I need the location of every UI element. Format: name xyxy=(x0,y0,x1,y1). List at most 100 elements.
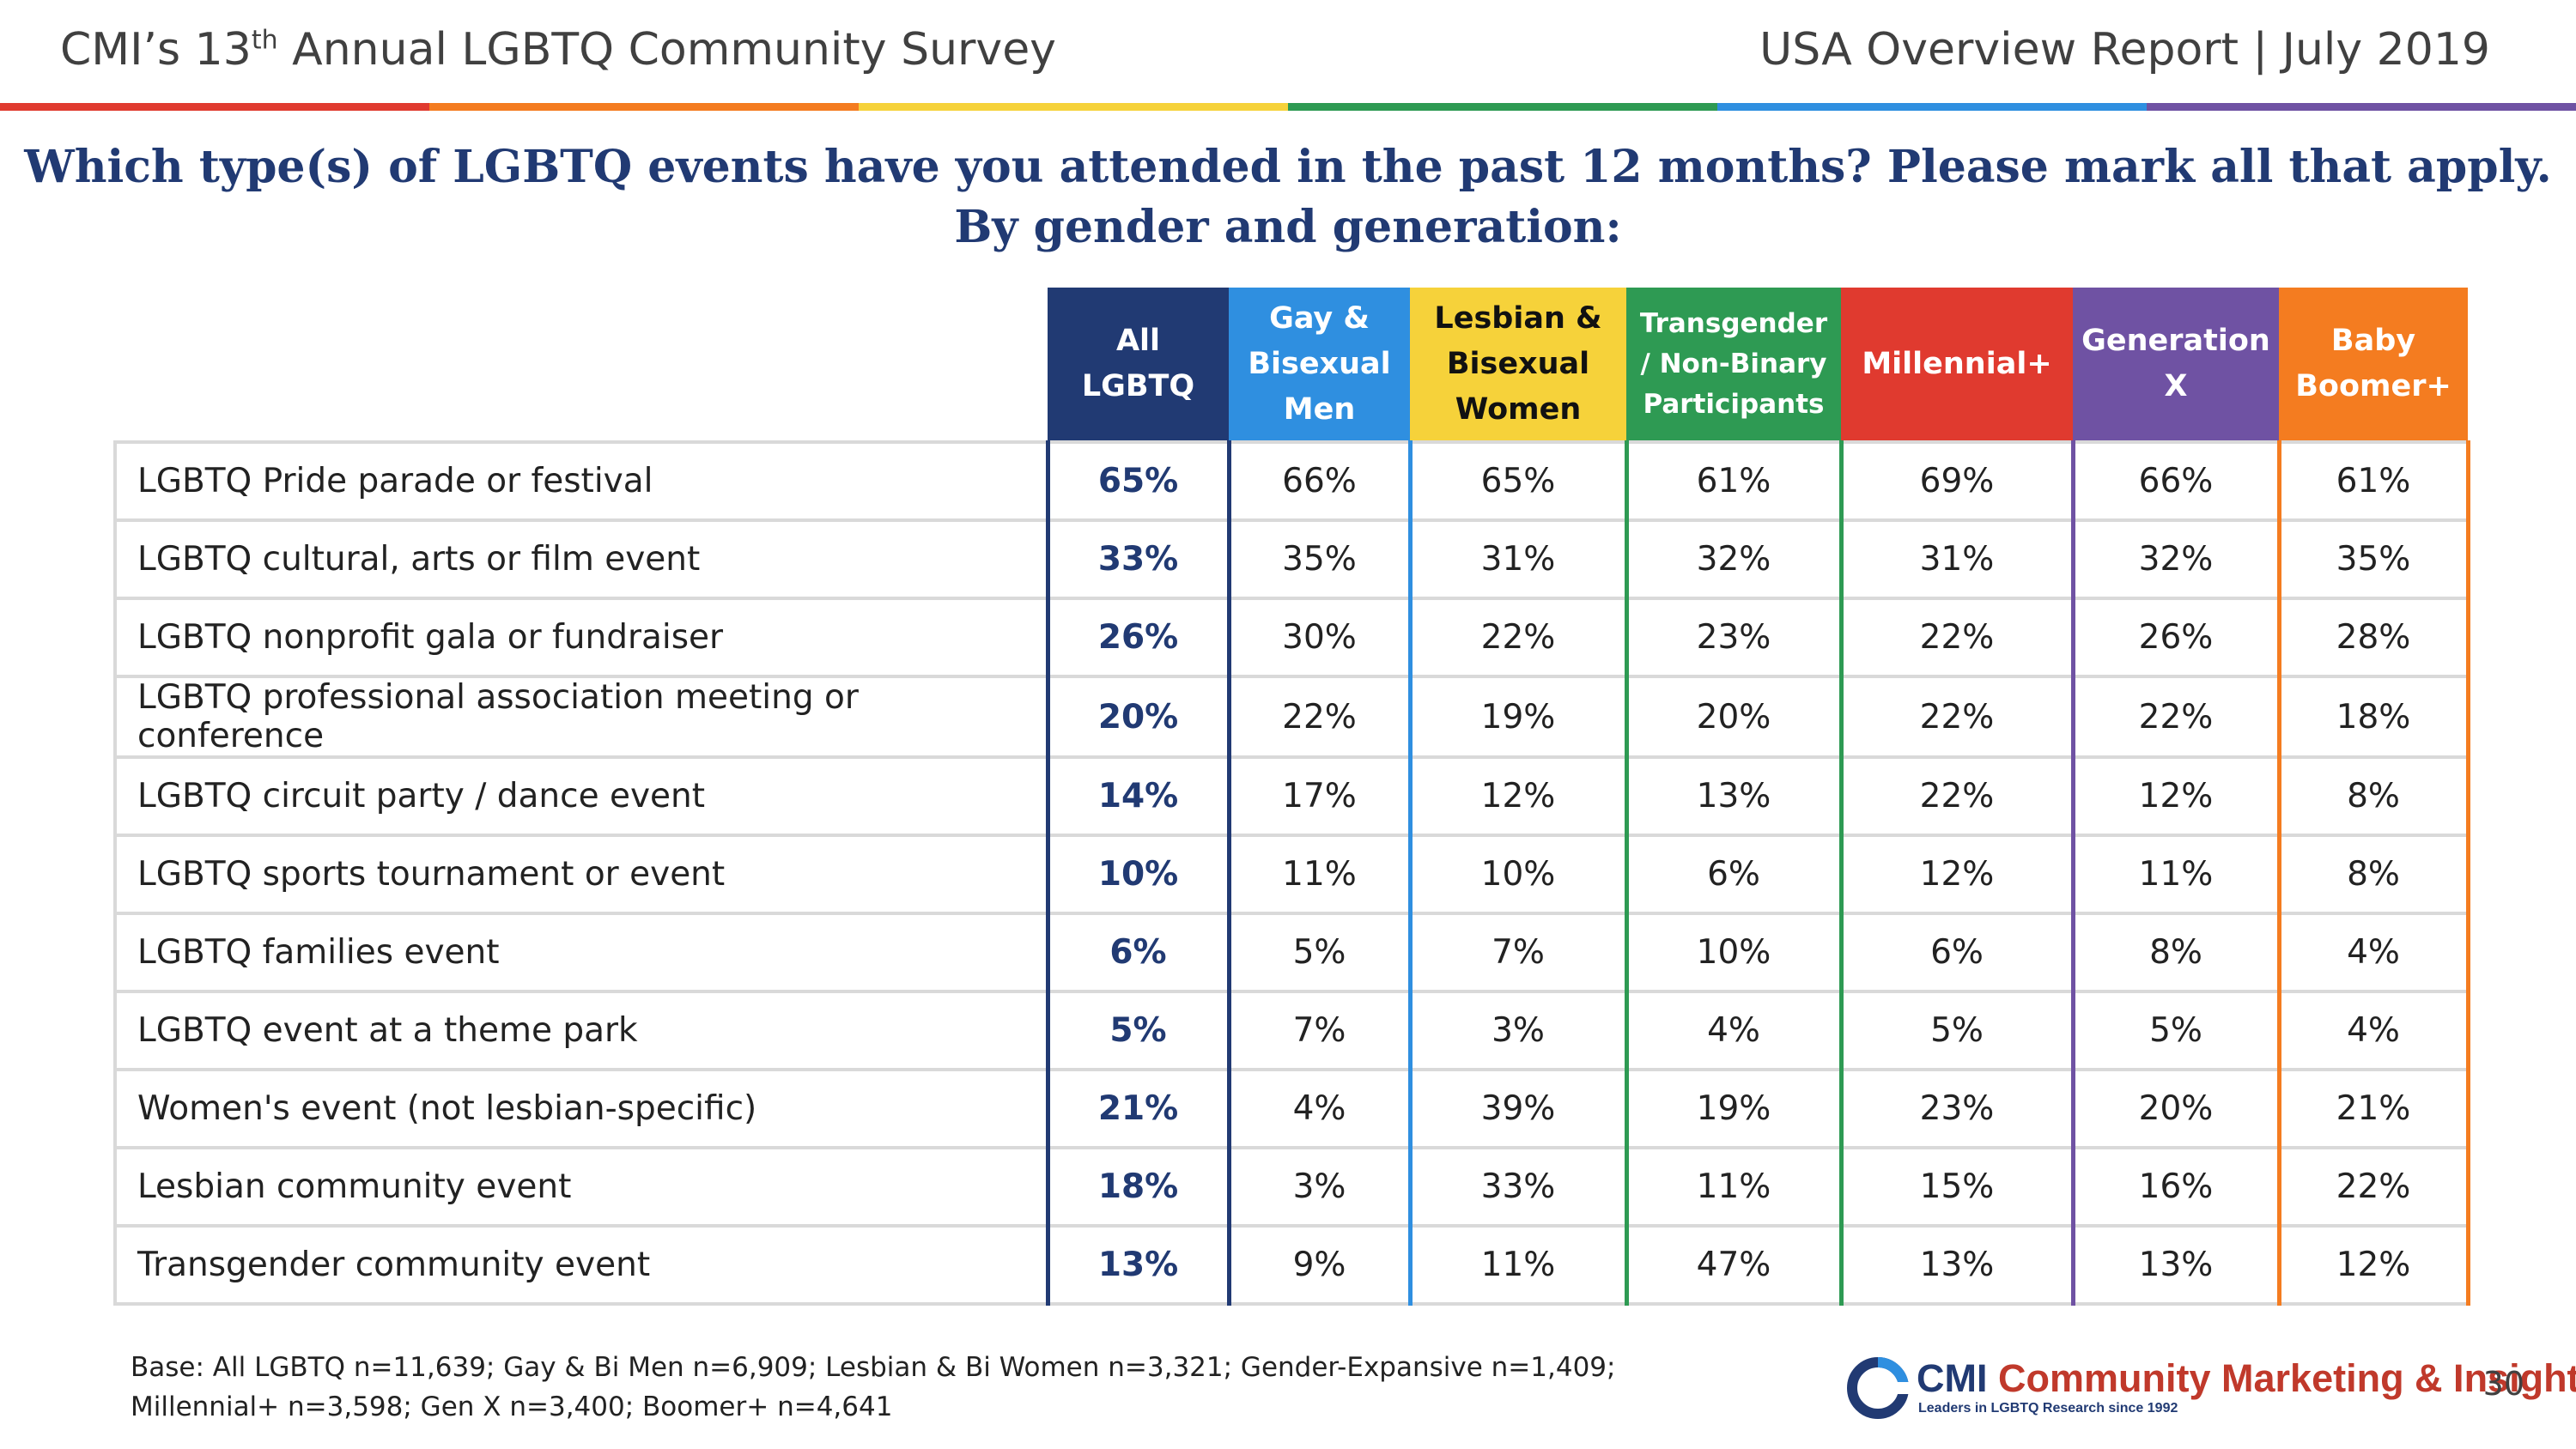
table-row: LGBTQ event at a theme park 5% 7% 3% 4% 5% 5% 4… xyxy=(113,991,2470,1071)
cell-millennial: 15% xyxy=(1841,1148,2075,1228)
cell-millennial: 22% xyxy=(1841,598,2075,678)
cell-baby-boomer: 8% xyxy=(2279,835,2470,915)
cell-millennial: 69% xyxy=(1841,440,2075,522)
row-label: LGBTQ circuit party / dance event xyxy=(113,757,1048,837)
table-row: LGBTQ professional association meeting o… xyxy=(113,676,2470,759)
table-row: Lesbian community event 18% 3% 33% 11% 15% 16%… xyxy=(113,1148,2470,1228)
cell-lesbian-bi-women: 65% xyxy=(1410,440,1629,522)
cell-baby-boomer: 28% xyxy=(2279,598,2470,678)
column-header-generation-x: Generation X xyxy=(2073,288,2279,442)
cell-lesbian-bi-women: 3% xyxy=(1410,991,1629,1071)
cell-generation-x: 11% xyxy=(2073,835,2281,915)
cell-baby-boomer: 35% xyxy=(2279,520,2470,600)
column-header-transgender-nonbinary: Transgender / Non-Binary Participants xyxy=(1626,288,1841,442)
row-label: LGBTQ sports tournament or event xyxy=(113,835,1048,915)
cell-all-lgbtq: 13% xyxy=(1045,1226,1231,1306)
cell-millennial: 13% xyxy=(1841,1226,2075,1306)
title-line-1: Which type(s) of LGBTQ events have you a… xyxy=(24,141,2552,193)
cell-generation-x: 12% xyxy=(2073,757,2281,837)
cell-generation-x: 22% xyxy=(2073,676,2281,759)
slide-header: CMI’s 13th Annual LGBTQ Community Survey… xyxy=(0,0,2576,107)
cell-gay-bi-men: 35% xyxy=(1229,520,1413,600)
footnote-line-1: Base: All LGBTQ n=11,639; Gay & Bi Men n… xyxy=(131,1352,1616,1383)
cell-generation-x: 32% xyxy=(2073,520,2281,600)
footnote-line-2: Millennial+ n=3,598; Gen X n=3,400; Boom… xyxy=(131,1391,893,1422)
cell-generation-x: 66% xyxy=(2073,440,2281,522)
page-number: 30 xyxy=(2482,1365,2524,1403)
column-header-baby-boomer: Baby Boomer+ xyxy=(2279,288,2468,442)
column-header-gay-bi-men: Gay & Bisexual Men xyxy=(1229,288,1410,442)
cell-lesbian-bi-women: 11% xyxy=(1410,1226,1629,1306)
cmi-logo-icon xyxy=(1847,1357,1910,1419)
row-label: LGBTQ families event xyxy=(113,913,1048,993)
cell-all-lgbtq: 33% xyxy=(1045,520,1231,600)
cell-generation-x: 20% xyxy=(2073,1070,2281,1149)
logo-mark-text: CMI xyxy=(1917,1356,1988,1400)
cell-millennial: 23% xyxy=(1841,1070,2075,1149)
cell-all-lgbtq: 14% xyxy=(1045,757,1231,837)
cell-gay-bi-men: 11% xyxy=(1229,835,1413,915)
cell-millennial: 6% xyxy=(1841,913,2075,993)
rainbow-segment xyxy=(1288,103,1717,111)
column-header-lesbian-bi-women: Lesbian & Bisexual Women xyxy=(1410,288,1626,442)
cell-gay-bi-men: 7% xyxy=(1229,991,1413,1071)
cell-transgender-nonbinary: 61% xyxy=(1626,440,1844,522)
slide-title: Which type(s) of LGBTQ events have you a… xyxy=(0,137,2576,258)
cell-lesbian-bi-women: 33% xyxy=(1410,1148,1629,1228)
cell-gay-bi-men: 30% xyxy=(1229,598,1413,678)
cell-all-lgbtq: 6% xyxy=(1045,913,1231,993)
cell-all-lgbtq: 10% xyxy=(1045,835,1231,915)
row-label: LGBTQ cultural, arts or film event xyxy=(113,520,1048,600)
row-label: LGBTQ Pride parade or festival xyxy=(113,440,1048,522)
cell-millennial: 22% xyxy=(1841,676,2075,759)
rainbow-segment xyxy=(0,103,429,111)
logo-name: Community Marketing & Insights xyxy=(1998,1356,2576,1400)
cell-lesbian-bi-women: 7% xyxy=(1410,913,1629,993)
cell-baby-boomer: 12% xyxy=(2279,1226,2470,1306)
cell-transgender-nonbinary: 20% xyxy=(1626,676,1844,759)
cell-gay-bi-men: 5% xyxy=(1229,913,1413,993)
table-header-row: All LGBTQ Gay & Bisexual Men Lesbian & Bisexua… xyxy=(115,288,2468,442)
rainbow-segment xyxy=(1717,103,2147,111)
cell-transgender-nonbinary: 19% xyxy=(1626,1070,1844,1149)
cell-all-lgbtq: 20% xyxy=(1045,676,1231,759)
rainbow-segment xyxy=(859,103,1288,111)
cell-transgender-nonbinary: 6% xyxy=(1626,835,1844,915)
cell-baby-boomer: 18% xyxy=(2279,676,2470,759)
cell-generation-x: 8% xyxy=(2073,913,2281,993)
cell-transgender-nonbinary: 32% xyxy=(1626,520,1844,600)
cell-lesbian-bi-women: 31% xyxy=(1410,520,1629,600)
cell-baby-boomer: 21% xyxy=(2279,1070,2470,1149)
cell-transgender-nonbinary: 11% xyxy=(1626,1148,1844,1228)
logo-tagline: Leaders in LGBTQ Research since 1992 xyxy=(1918,1401,2178,1416)
cell-baby-boomer: 8% xyxy=(2279,757,2470,837)
cell-generation-x: 13% xyxy=(2073,1226,2281,1306)
table-row: LGBTQ cultural, arts or film event 33% 35%… xyxy=(113,520,2470,600)
base-footnote: Base: All LGBTQ n=11,639; Gay & Bi Men n… xyxy=(131,1348,1615,1427)
table-row: Women's event (not lesbian-specific) 21% 4… xyxy=(113,1070,2470,1149)
row-label: LGBTQ event at a theme park xyxy=(113,991,1048,1071)
column-header-millennial: Millennial+ xyxy=(1841,288,2073,442)
cmi-logo: CMI Community Marketing & Insights Leade… xyxy=(1846,1356,2576,1425)
column-header-all-lgbtq: All LGBTQ xyxy=(1048,288,1229,442)
survey-title: CMI’s 13th Annual LGBTQ Community Survey xyxy=(60,24,1056,76)
rainbow-segment xyxy=(429,103,859,111)
cell-millennial: 12% xyxy=(1841,835,2075,915)
cell-gay-bi-men: 4% xyxy=(1229,1070,1413,1149)
table-row: LGBTQ families event 6% 5% 7% 10% 6% 8% 4% xyxy=(113,913,2470,993)
cell-gay-bi-men: 66% xyxy=(1229,440,1413,522)
header-blank-cell xyxy=(115,288,1048,442)
report-date: USA Overview Report | July 2019 xyxy=(1759,24,2490,76)
row-label: Transgender community event xyxy=(113,1226,1048,1306)
cell-millennial: 5% xyxy=(1841,991,2075,1071)
cell-all-lgbtq: 26% xyxy=(1045,598,1231,678)
cell-lesbian-bi-women: 22% xyxy=(1410,598,1629,678)
cell-lesbian-bi-women: 10% xyxy=(1410,835,1629,915)
logo-wordmark: CMI Community Marketing & Insights xyxy=(1917,1356,2576,1401)
row-label: LGBTQ nonprofit gala or fundraiser xyxy=(113,598,1048,678)
cell-millennial: 22% xyxy=(1841,757,2075,837)
cell-baby-boomer: 4% xyxy=(2279,991,2470,1071)
table-row: LGBTQ sports tournament or event 10% 11% 10… xyxy=(113,835,2470,915)
table-row: LGBTQ circuit party / dance event 14% 17% 1… xyxy=(113,757,2470,837)
table-row: LGBTQ Pride parade or festival 65% 66% 65% 6… xyxy=(113,440,2470,522)
